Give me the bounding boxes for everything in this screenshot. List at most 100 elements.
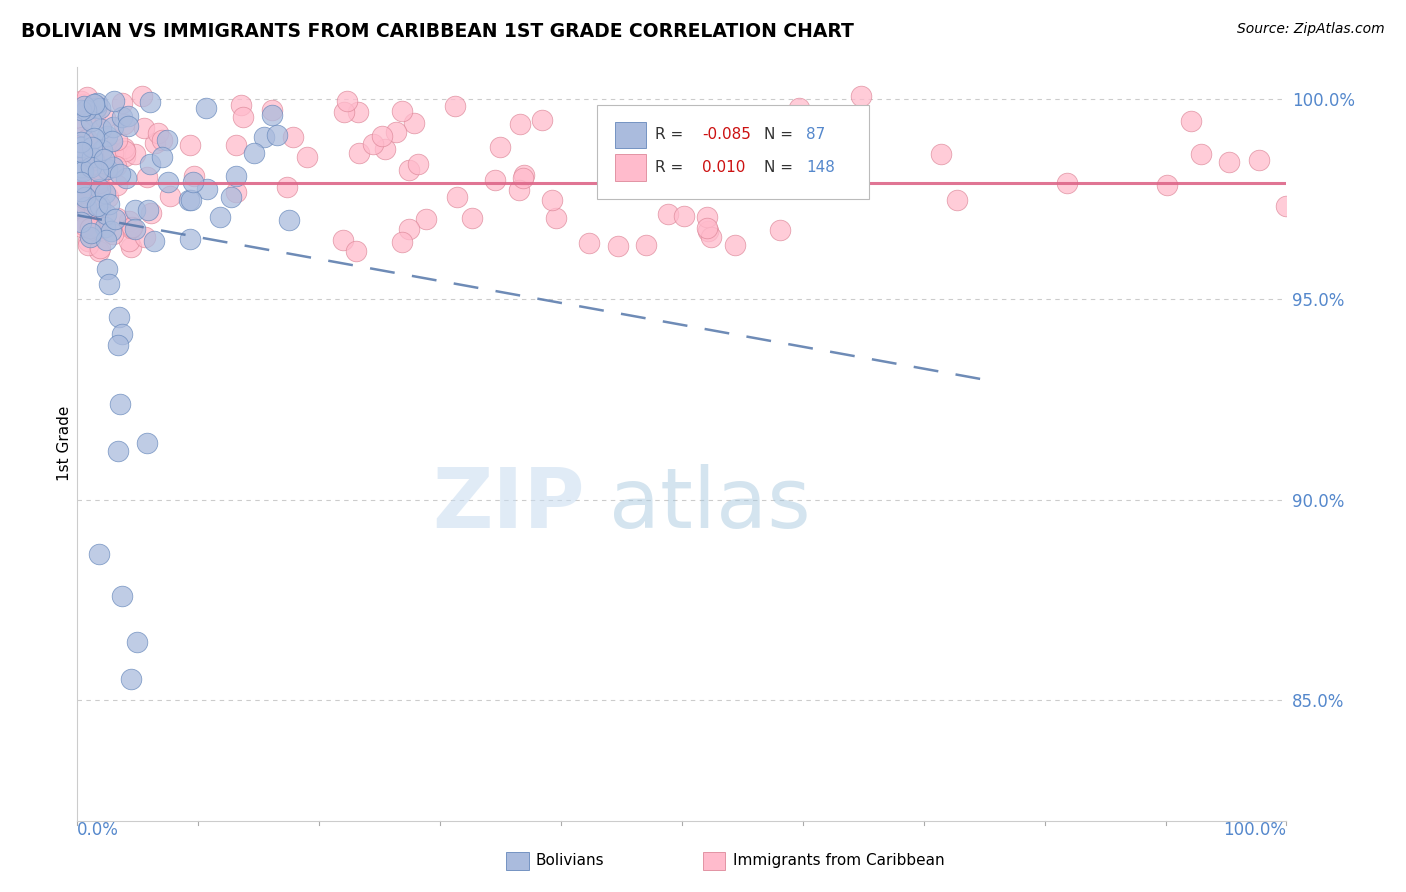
Point xyxy=(77,180,100,194)
Point xyxy=(89,241,111,255)
Point xyxy=(70,160,93,174)
Point xyxy=(509,117,531,131)
Point xyxy=(139,95,162,110)
Point xyxy=(72,97,94,112)
Point xyxy=(159,189,181,203)
Point xyxy=(72,162,94,177)
Point xyxy=(136,436,159,450)
Point xyxy=(695,112,717,126)
Point xyxy=(540,194,562,208)
Point xyxy=(75,200,97,214)
Point xyxy=(72,220,94,235)
Point xyxy=(103,160,125,174)
Point xyxy=(73,99,96,113)
Point xyxy=(120,240,142,254)
Point xyxy=(70,186,93,201)
Point xyxy=(75,134,97,148)
Point xyxy=(1156,178,1178,193)
Point xyxy=(101,146,124,161)
Point xyxy=(696,221,718,235)
Point xyxy=(606,174,628,188)
Point xyxy=(391,103,413,118)
Point xyxy=(179,137,201,152)
Point xyxy=(117,109,139,123)
Point xyxy=(336,95,359,109)
Point xyxy=(136,202,159,217)
Point xyxy=(90,122,112,136)
Point xyxy=(231,98,253,112)
Point xyxy=(179,232,201,246)
Point xyxy=(710,140,733,154)
Point xyxy=(94,186,117,201)
Point xyxy=(101,134,124,148)
Point xyxy=(276,179,298,194)
Point xyxy=(657,207,679,221)
Point xyxy=(94,112,117,126)
Point xyxy=(111,110,134,124)
Point xyxy=(344,244,367,259)
Point xyxy=(87,164,110,178)
Text: Immigrants from Caribbean: Immigrants from Caribbean xyxy=(733,854,945,868)
Point xyxy=(89,244,111,258)
Text: 148: 148 xyxy=(807,160,835,175)
Point xyxy=(75,144,97,158)
Point xyxy=(748,120,770,135)
FancyBboxPatch shape xyxy=(598,104,869,199)
Point xyxy=(80,160,103,174)
Point xyxy=(98,197,121,211)
Point xyxy=(108,397,131,411)
Point xyxy=(70,169,93,183)
Point xyxy=(112,141,135,155)
Point xyxy=(177,193,200,207)
Point xyxy=(80,113,103,128)
Point xyxy=(104,211,127,226)
Point xyxy=(70,215,93,229)
Point xyxy=(70,201,93,215)
Point xyxy=(93,152,115,166)
Point xyxy=(83,96,105,111)
Point xyxy=(114,149,136,163)
Point xyxy=(181,175,204,189)
Point xyxy=(156,133,179,147)
Point xyxy=(578,235,600,250)
Point xyxy=(124,222,146,236)
Point xyxy=(70,103,93,117)
Text: 0.0%: 0.0% xyxy=(77,821,120,838)
Point xyxy=(243,145,266,160)
Point xyxy=(80,226,103,240)
Point xyxy=(118,213,141,227)
Point xyxy=(80,150,103,164)
Point xyxy=(70,181,93,195)
Point xyxy=(94,220,117,235)
Point xyxy=(531,113,554,128)
Point xyxy=(143,136,166,150)
Point xyxy=(83,131,105,145)
Text: R =: R = xyxy=(655,128,689,142)
Point xyxy=(398,222,420,236)
Point xyxy=(195,182,218,196)
Point xyxy=(73,112,96,127)
Point xyxy=(415,211,437,226)
Point xyxy=(70,140,93,154)
Point xyxy=(70,175,93,189)
Point xyxy=(76,132,98,146)
Point xyxy=(637,119,659,133)
Point xyxy=(124,147,146,161)
Point xyxy=(96,162,118,177)
Point xyxy=(512,171,534,186)
Point xyxy=(150,133,173,147)
Point xyxy=(946,193,969,207)
Point xyxy=(89,223,111,237)
Point xyxy=(740,136,762,151)
Point xyxy=(180,194,202,208)
Point xyxy=(83,223,105,237)
Point xyxy=(70,140,93,154)
Point xyxy=(77,215,100,229)
Text: ZIP: ZIP xyxy=(433,464,585,545)
Point xyxy=(266,128,288,142)
Point xyxy=(70,94,93,108)
Point xyxy=(73,190,96,204)
Point xyxy=(79,194,101,208)
Point xyxy=(80,200,103,214)
Point xyxy=(96,145,118,160)
